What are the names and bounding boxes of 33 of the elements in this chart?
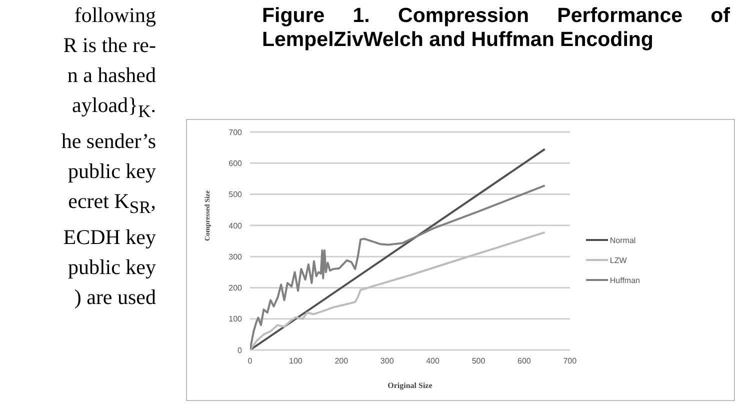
text: n a hashed	[67, 63, 156, 87]
y-tick-label: 600	[228, 158, 243, 168]
x-tick-label: 700	[563, 356, 578, 366]
text: ecret K$_{SR}$,	[68, 189, 156, 218]
text: following	[74, 3, 156, 27]
x-axis-title: Original Size	[388, 381, 433, 390]
line-series	[250, 231, 546, 350]
text: public key	[68, 255, 156, 280]
x-tick-label: 100	[289, 356, 303, 366]
y-tick-label: 500	[228, 190, 243, 200]
legend-label: Normal	[610, 236, 636, 244]
y-tick-label: 200	[228, 284, 243, 293]
text: he sender’s	[61, 129, 156, 154]
text: ECDH key	[63, 225, 156, 250]
x-tick-label: 0	[248, 356, 253, 366]
y-tick-label: 0	[238, 346, 243, 355]
x-tick-label: 300	[380, 356, 394, 366]
legend-label: LZW	[610, 256, 627, 264]
y-tick-label: 400	[228, 221, 243, 230]
legend-label: Huffman	[610, 276, 640, 284]
y-tick-label: 700	[228, 128, 243, 137]
line-series	[250, 184, 546, 350]
y-tick-label: 100	[228, 314, 243, 324]
x-tick-label: 600	[518, 356, 532, 366]
x-tick-label: 500	[472, 356, 486, 366]
y-tick-label: 300	[228, 252, 243, 262]
x-tick-label: 200	[334, 356, 349, 366]
text: public key	[68, 159, 156, 184]
text: ayload}$_{K}$.	[72, 93, 156, 122]
x-tick-label: 400	[426, 356, 440, 366]
chart-title: Figure 1. Compression Performance of LempelZivWelch and Huffman Encoding	[262, 4, 730, 51]
text: R is the re-	[63, 33, 156, 57]
text: ) are used	[74, 285, 156, 310]
